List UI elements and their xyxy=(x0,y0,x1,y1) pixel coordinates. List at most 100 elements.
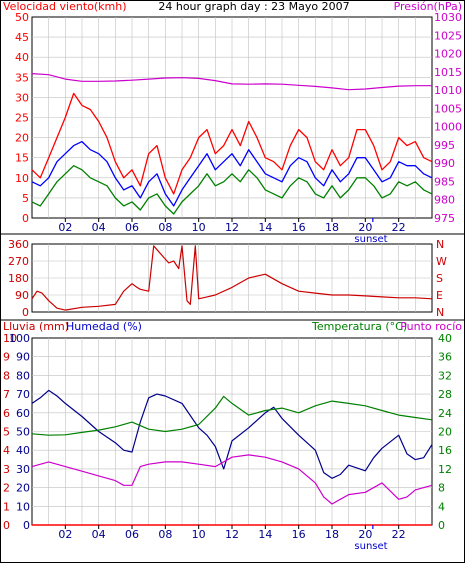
rain-tick-label: 7 xyxy=(3,388,10,401)
sunset-marker-label-1: sunset xyxy=(354,234,387,245)
temperature-tick-label: 40 xyxy=(438,332,452,345)
pressure-line xyxy=(31,73,432,91)
wind-speed-tick-label: 50 xyxy=(15,11,29,24)
humidity-tick-label: 100 xyxy=(9,332,30,345)
humidity-tick-label: 10 xyxy=(16,500,30,513)
humidity-tick-label: 70 xyxy=(16,388,30,401)
direction-tick-label: 90 xyxy=(15,289,29,302)
temperature-tick-label: 20 xyxy=(438,426,452,439)
x-tick-label: 10 xyxy=(192,528,206,541)
wind-speed-tick-label: 25 xyxy=(15,112,29,125)
x-tick-label: 16 xyxy=(292,221,306,234)
wind-speed-tick-label: 15 xyxy=(15,152,29,165)
x-tick-label: 06 xyxy=(125,528,139,541)
humidity-line xyxy=(31,389,433,479)
temperature-tick-label: 36 xyxy=(438,351,452,364)
direction-tick-label: 0 xyxy=(22,306,29,319)
humidity-tick-label: 90 xyxy=(16,351,30,364)
dewpoint-axis-title: Punto rocío xyxy=(400,320,462,333)
compass-label: N xyxy=(436,306,444,319)
punto_rocio-line xyxy=(31,454,433,505)
temperature-tick-label: 28 xyxy=(438,388,452,401)
humidity-axis-title: Humedad (%) xyxy=(66,320,142,333)
chart-title: 24 hour graph day : 23 Mayo 2007 xyxy=(158,0,349,13)
pressure-tick-label: 995 xyxy=(434,139,455,152)
temperature-tick-label: 24 xyxy=(438,407,452,420)
humidity-tick-label: 80 xyxy=(16,369,30,382)
humidity-tick-label: 0 xyxy=(23,519,30,532)
temperature-tick-label: 0 xyxy=(438,519,445,532)
rain-tick-label: 8 xyxy=(3,369,10,382)
compass-label: E xyxy=(436,289,443,302)
rain-tick-label: 3 xyxy=(3,463,10,476)
pressure-tick-label: 1030 xyxy=(434,11,462,24)
x-tick-label: 10 xyxy=(192,221,206,234)
x-tick-label: 02 xyxy=(58,528,72,541)
humidity-tick-label: 20 xyxy=(16,482,30,495)
wind-speed-axis-title: Velocidad viento(kmh) xyxy=(3,0,127,13)
humidity-tick-label: 50 xyxy=(16,426,30,439)
rain-tick-label: 2 xyxy=(3,482,10,495)
pressure-tick-label: 1005 xyxy=(434,102,462,115)
x-tick-label: 18 xyxy=(325,528,339,541)
humidity-tick-label: 60 xyxy=(16,407,30,420)
wind-speed-tick-label: 10 xyxy=(15,172,29,185)
x-tick-label: 22 xyxy=(392,528,406,541)
x-tick-label: 14 xyxy=(258,528,272,541)
pressure-tick-label: 1025 xyxy=(434,29,462,42)
x-tick-label: 04 xyxy=(92,221,106,234)
rain-tick-label: 5 xyxy=(3,426,10,439)
temperature-axis-title: Temperatura (°C) xyxy=(311,320,407,333)
temperature-tick-label: 32 xyxy=(438,369,452,382)
pressure-axis-title: Presión(hPa) xyxy=(394,0,462,13)
wind-speed-tick-label: 45 xyxy=(15,31,29,44)
compass-label: W xyxy=(436,255,447,268)
direction-tick-label: 270 xyxy=(8,255,29,268)
temperature-tick-label: 12 xyxy=(438,463,452,476)
x-tick-label: 14 xyxy=(258,221,272,234)
temperature-tick-label: 8 xyxy=(438,482,445,495)
rain-tick-label: 10 xyxy=(3,332,17,345)
x-tick-label: 20 xyxy=(358,221,372,234)
direction-tick-label: 180 xyxy=(8,272,29,285)
x-tick-label: 16 xyxy=(292,528,306,541)
x-tick-label: 22 xyxy=(392,221,406,234)
rain-tick-label: 0 xyxy=(3,519,10,532)
rain-tick-label: 4 xyxy=(3,444,10,457)
x-tick-label: 04 xyxy=(92,528,106,541)
direction-tick-label: 360 xyxy=(8,238,29,251)
temperature-tick-label: 16 xyxy=(438,444,452,457)
pressure-tick-label: 975 xyxy=(434,212,455,225)
pressure-tick-label: 1010 xyxy=(434,84,462,97)
wind-speed-tick-label: 5 xyxy=(22,192,29,205)
wind-line xyxy=(31,140,433,207)
wind-direction-line xyxy=(31,245,433,311)
wind-speed-tick-label: 40 xyxy=(15,51,29,64)
sunset-marker-label-3: sunset xyxy=(354,541,387,552)
compass-label: S xyxy=(436,272,443,285)
wind-speed-tick-label: 35 xyxy=(15,71,29,84)
wind-speed-tick-label: 30 xyxy=(15,91,29,104)
temperatura-line xyxy=(31,395,433,436)
x-tick-label: 18 xyxy=(325,221,339,234)
pressure-tick-label: 1015 xyxy=(434,66,462,79)
x-tick-label: 08 xyxy=(158,221,172,234)
humidity-tick-label: 30 xyxy=(16,463,30,476)
pressure-tick-label: 980 xyxy=(434,194,455,207)
rain-axis-title: Lluvia (mm) xyxy=(3,320,69,333)
temperature-tick-label: 4 xyxy=(438,500,445,513)
x-tick-label: 12 xyxy=(225,221,239,234)
gust-line xyxy=(31,92,433,195)
pressure-tick-label: 1020 xyxy=(434,48,462,61)
wind-speed-tick-label: 0 xyxy=(22,212,29,225)
avg-line xyxy=(31,165,433,215)
pressure-tick-label: 1000 xyxy=(434,121,462,134)
pressure-tick-label: 990 xyxy=(434,157,455,170)
wind-speed-tick-label: 20 xyxy=(15,132,29,145)
compass-label: N xyxy=(436,238,444,251)
rain-tick-label: 9 xyxy=(3,351,10,364)
x-tick-label: 08 xyxy=(158,528,172,541)
x-tick-label: 20 xyxy=(358,528,372,541)
x-tick-label: 02 xyxy=(58,221,72,234)
